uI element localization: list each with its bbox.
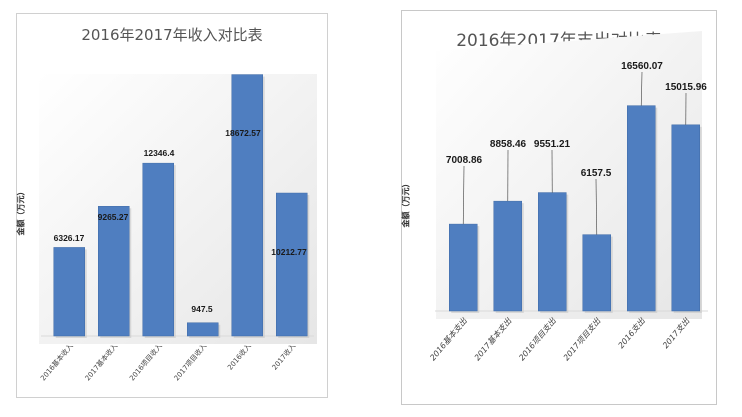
data-label: 12346.4	[144, 148, 175, 158]
data-label: 6157.5	[581, 168, 612, 179]
category-label: 2016基本支出	[428, 316, 469, 363]
bar	[671, 124, 700, 312]
expense-chart-panel: 2016年2017年支出对比表 金额（万元） 7008.86 2016基本支出 88…	[401, 10, 717, 405]
data-label: 6326.17	[54, 233, 85, 243]
bar	[582, 234, 611, 312]
data-label: 10212.77	[271, 247, 307, 257]
category-label: 2017收入	[270, 342, 297, 372]
category-label: 2017项目收入	[172, 342, 208, 383]
bar	[231, 74, 263, 337]
leader-line	[640, 71, 643, 106]
income-chart-svg: 6326.17 2016基本收入 9265.27 2017基本收入 12346.4 201…	[38, 74, 317, 383]
bar	[627, 105, 656, 312]
category-label: 2017支出	[661, 316, 692, 350]
data-label: 8858.46	[490, 139, 527, 150]
income-chart-title: 2016年2017年收入对比表	[81, 26, 263, 44]
bar	[276, 192, 308, 337]
income-chart-panel: 2016年2017年收入对比表 金额（万元） 6326.17 2016基本收入 92…	[16, 13, 328, 398]
category-label: 2016收入	[225, 342, 252, 372]
data-label: 7008.86	[446, 155, 483, 166]
bar	[53, 247, 85, 337]
leader-line	[462, 165, 465, 225]
bar	[98, 206, 130, 337]
bar	[449, 223, 478, 312]
category-label: 2017基本收入	[83, 342, 119, 383]
category-label: 2017基本支出	[473, 316, 514, 363]
category-label: 2016项目收入	[127, 342, 163, 383]
bar	[187, 322, 219, 337]
bar	[538, 192, 567, 312]
data-label: 9265.27	[98, 212, 129, 222]
category-label: 2016基本收入	[38, 342, 74, 383]
data-label: 947.5	[191, 304, 213, 314]
data-label: 15015.96	[665, 82, 707, 93]
data-label: 9551.21	[534, 139, 571, 150]
data-label: 16560.07	[621, 61, 663, 72]
bar	[142, 162, 174, 337]
bar	[493, 200, 522, 312]
category-label: 2016支出	[617, 316, 648, 350]
category-label: 2016项目支出	[517, 316, 558, 363]
leader-line	[595, 178, 598, 235]
expense-chart-svg: 7008.86 2016基本支出 8858.46 2017基本支出 9551.21 201…	[428, 31, 708, 363]
category-label: 2017项目支出	[562, 316, 603, 363]
data-label: 18672.57	[225, 128, 261, 138]
